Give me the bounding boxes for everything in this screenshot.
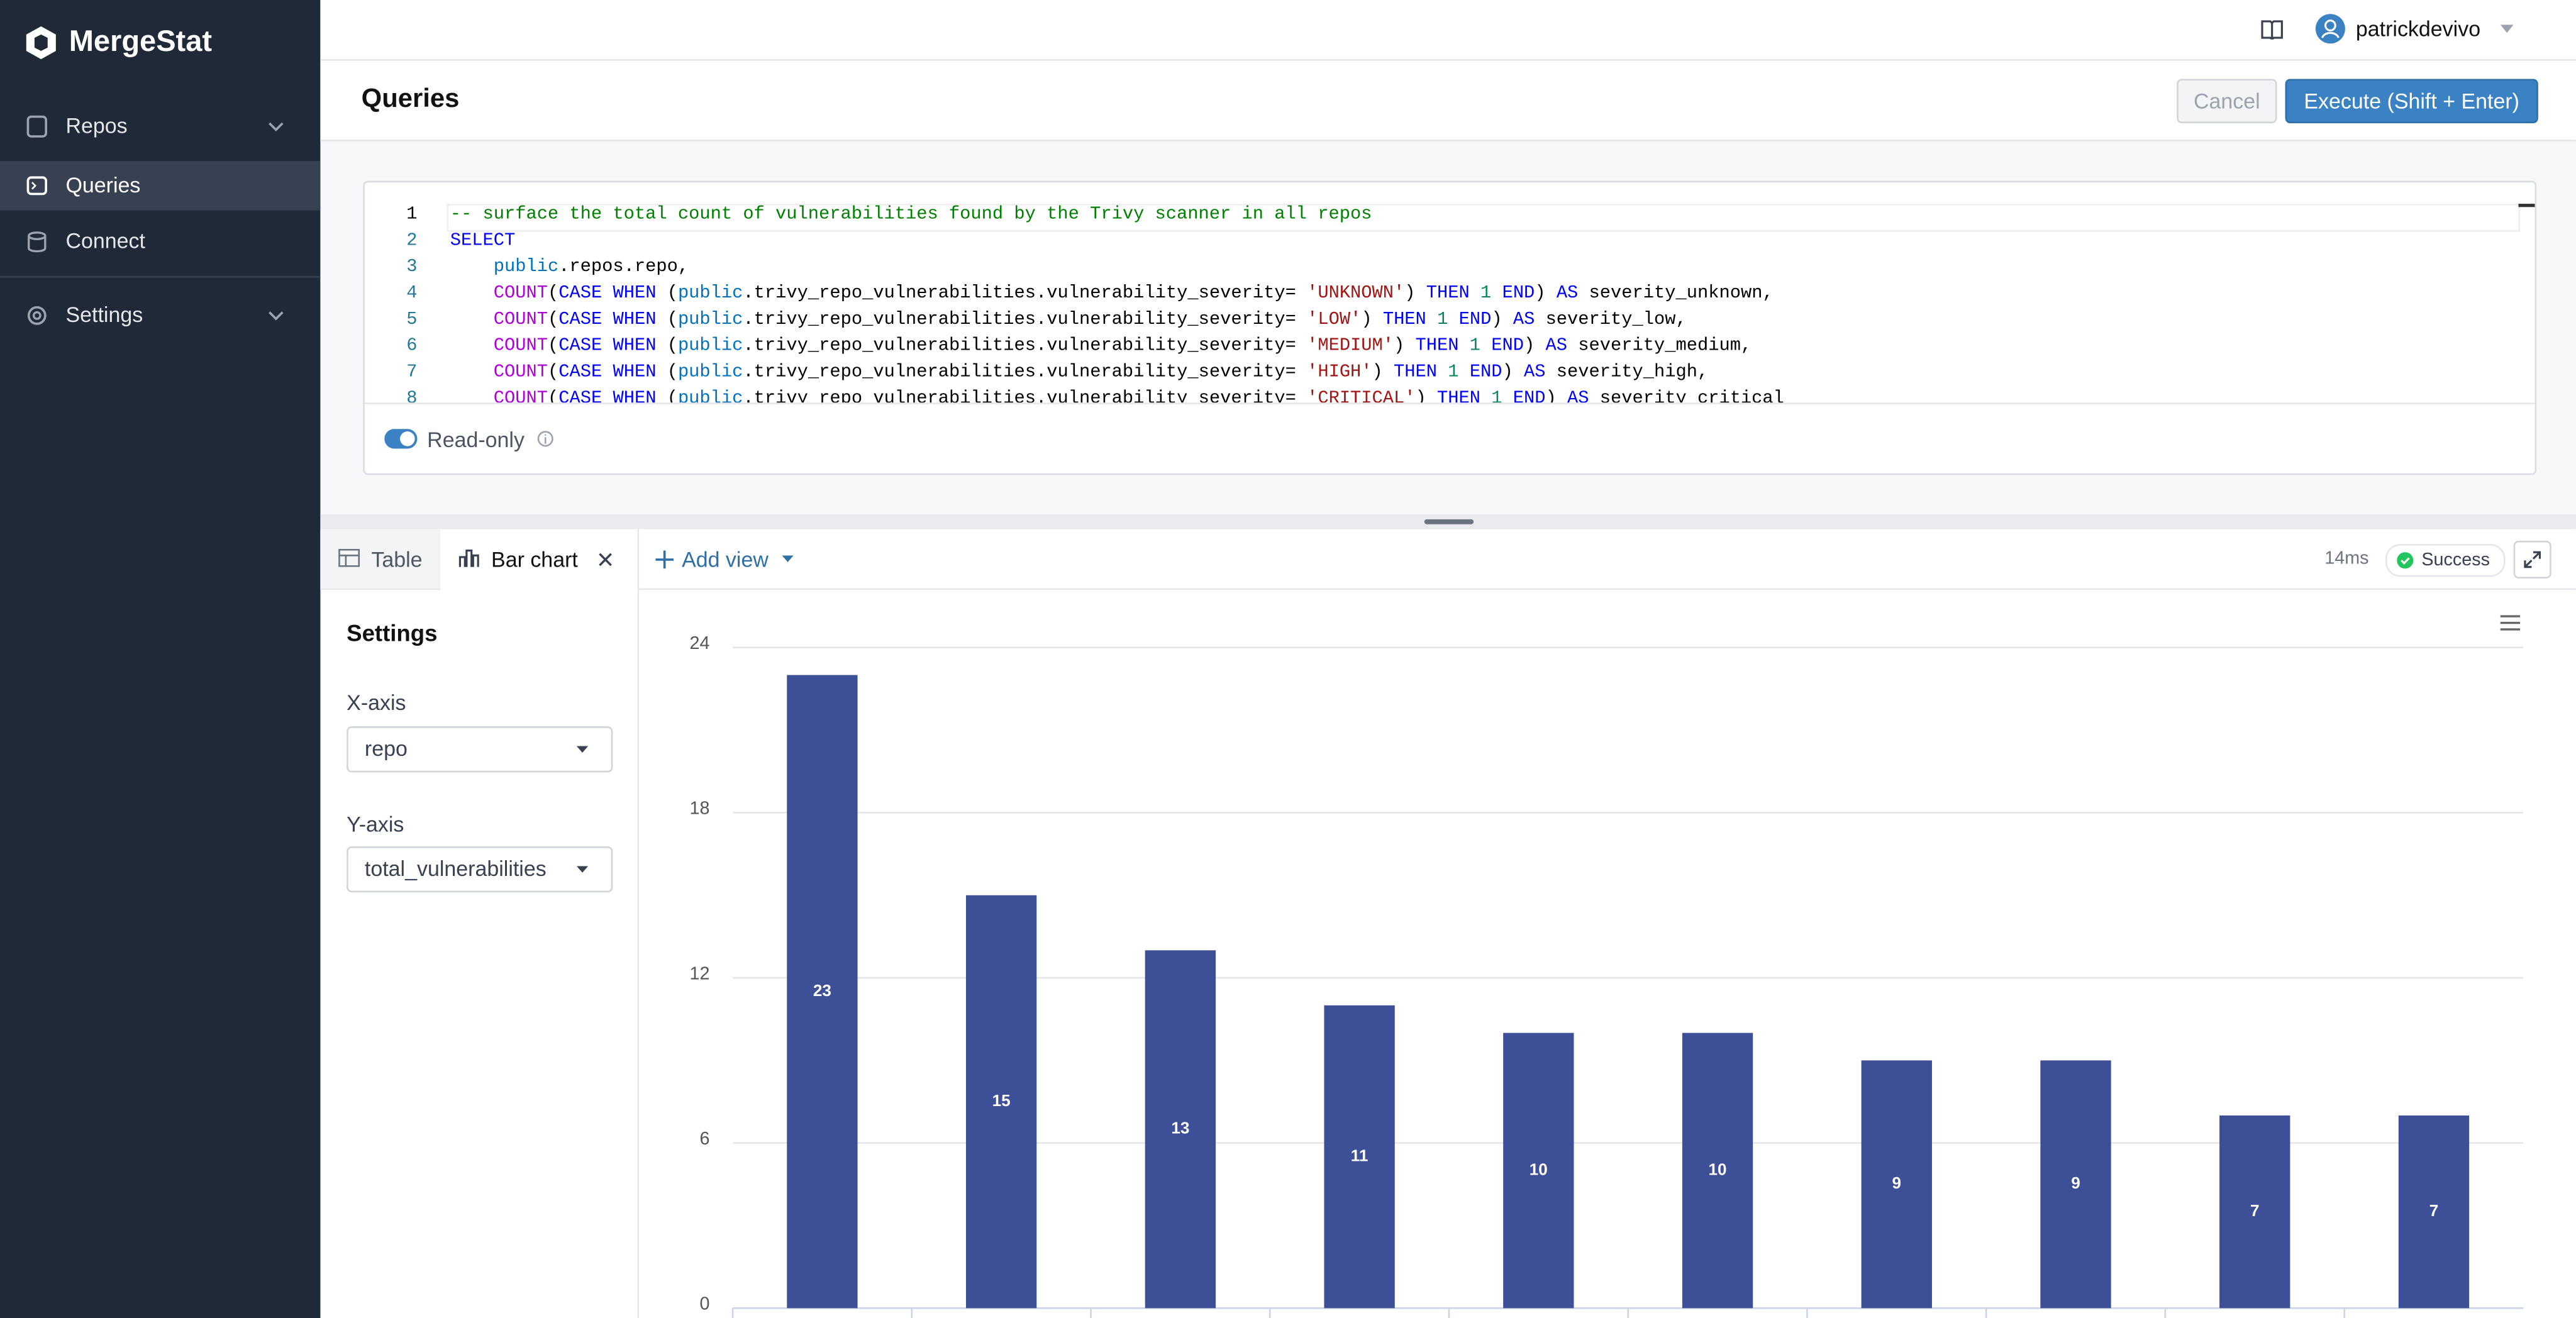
- code-line: public.repos.repo,: [493, 258, 689, 278]
- tab-active[interactable]: Bar chart: [440, 529, 640, 590]
- bar-chart: 0 6 12 18 24 23 15 13 11 10 10 9 9 7 7: [639, 590, 2576, 1318]
- expand-button[interactable]: [2513, 540, 2551, 579]
- scroll-mark: [2518, 204, 2535, 208]
- nav-item-active[interactable]: Queries: [0, 161, 321, 211]
- data-label: 10: [1709, 1160, 1727, 1178]
- settings-title: Settings: [347, 619, 438, 646]
- nav-label: Connect: [65, 228, 145, 253]
- line-number: 4: [406, 284, 418, 304]
- status-pill: Success: [2385, 544, 2506, 577]
- select-value: repo: [364, 736, 408, 761]
- result-tabs: Table Bar chart Add view 14ms Success: [320, 529, 2576, 590]
- tab-label: Bar chart: [491, 547, 578, 572]
- data-label: 13: [1171, 1119, 1189, 1138]
- avatar[interactable]: [2315, 13, 2346, 45]
- x-axis-select[interactable]: repo: [347, 726, 613, 773]
- bar: [787, 675, 858, 1309]
- duration: 14ms: [2324, 548, 2369, 569]
- nav-item[interactable]: Repos: [0, 102, 320, 151]
- plus-icon: [655, 550, 674, 569]
- bar: [1861, 1060, 1932, 1309]
- data-label: 23: [813, 981, 831, 1000]
- resize-handle[interactable]: [1424, 519, 1474, 524]
- chart-menu[interactable]: [2500, 615, 2521, 631]
- code-area: 1 -- surface the total count of vulnerabi…: [365, 182, 2535, 402]
- y-axis-label: Y-axis: [347, 812, 404, 837]
- cancel-button[interactable]: Cancel: [2177, 79, 2277, 124]
- code-line: COUNT(CASE WHEN (public.trivy_repo_vulne…: [493, 363, 1709, 383]
- code-line: -- surface the total count of vulnerabil…: [450, 205, 1372, 226]
- code-line: COUNT(CASE WHEN (public.trivy_repo_vulne…: [493, 389, 1784, 403]
- bar: [2398, 1115, 2470, 1309]
- bar: [1682, 1033, 1753, 1309]
- data-label: 11: [1351, 1146, 1368, 1165]
- query-toolbar: Queries Cancel Execute (Shift + Enter): [320, 60, 2576, 141]
- bar: [1145, 950, 1216, 1309]
- line-number: 2: [406, 231, 418, 252]
- user-name[interactable]: patrickdevivo: [2355, 16, 2481, 42]
- y-tick-label: 6: [699, 1129, 709, 1149]
- data-label: 9: [2071, 1173, 2080, 1192]
- nav-label: Repos: [65, 113, 128, 138]
- data-label: 7: [2429, 1201, 2439, 1220]
- code-line: COUNT(CASE WHEN (public.trivy_repo_vulne…: [493, 310, 1687, 331]
- code-editor[interactable]: 1 -- surface the total count of vulnerabi…: [363, 180, 2537, 475]
- tab[interactable]: Table: [320, 529, 442, 589]
- line-number: 7: [406, 363, 418, 383]
- execute-button[interactable]: Execute (Shift + Enter): [2285, 79, 2538, 124]
- read-only-label: Read-only: [427, 427, 525, 452]
- bar: [2040, 1060, 2111, 1309]
- caret: [782, 555, 794, 562]
- line-number: 8: [406, 389, 418, 403]
- nav-label: Settings: [65, 302, 143, 328]
- caret: [2500, 25, 2514, 33]
- bar: [2219, 1115, 2290, 1309]
- line-number: 1: [406, 205, 418, 226]
- tab-label: Table: [371, 547, 423, 572]
- line-number: 6: [406, 336, 418, 357]
- x-axis-label: X-axis: [347, 690, 406, 715]
- divider: [364, 402, 2535, 404]
- data-label: 10: [1530, 1160, 1548, 1178]
- select-value: total_vulnerabilities: [364, 856, 547, 881]
- nav-label: Queries: [65, 172, 141, 197]
- y-tick-label: 18: [690, 799, 710, 819]
- code-line: SELECT: [450, 231, 516, 252]
- chart-settings: Settings X-axis repo Y-axis total_vulner…: [321, 590, 640, 1318]
- docs-icon[interactable]: [2260, 19, 2284, 40]
- code-line: COUNT(CASE WHEN (public.trivy_repo_vulne…: [493, 284, 1774, 304]
- page-title: Queries: [361, 85, 460, 114]
- bar: [965, 895, 1037, 1309]
- y-tick-label: 24: [690, 633, 710, 653]
- top-bar: patrickdevivo: [320, 0, 2576, 61]
- nav-item[interactable]: Connect: [0, 217, 320, 266]
- toggle[interactable]: [384, 429, 418, 449]
- status: Success: [2421, 550, 2490, 570]
- sidebar: MergeStat Repos Queries Connect Settings: [0, 0, 321, 1318]
- data-label: 15: [992, 1091, 1011, 1110]
- nav-item[interactable]: Settings: [0, 291, 320, 340]
- bar: [1324, 1005, 1395, 1309]
- y-axis-select[interactable]: total_vulnerabilities: [347, 846, 613, 893]
- code-line: COUNT(CASE WHEN (public.trivy_repo_vulne…: [493, 336, 1752, 357]
- logo: [26, 26, 56, 60]
- line-number: 5: [406, 310, 418, 331]
- bar: [1503, 1033, 1574, 1309]
- data-label: 9: [1892, 1173, 1902, 1192]
- y-tick-label: 0: [699, 1294, 709, 1314]
- close-tab[interactable]: [598, 552, 613, 567]
- resize-bar[interactable]: [320, 514, 2576, 529]
- y-tick-label: 12: [690, 963, 710, 983]
- divider: [0, 276, 321, 278]
- data-label: 7: [2250, 1201, 2260, 1220]
- current-line: [447, 204, 2521, 232]
- brand: MergeStat: [69, 25, 213, 58]
- info-icon: [537, 431, 553, 447]
- add-view[interactable]: Add view: [682, 547, 769, 572]
- line-number: 3: [406, 258, 418, 278]
